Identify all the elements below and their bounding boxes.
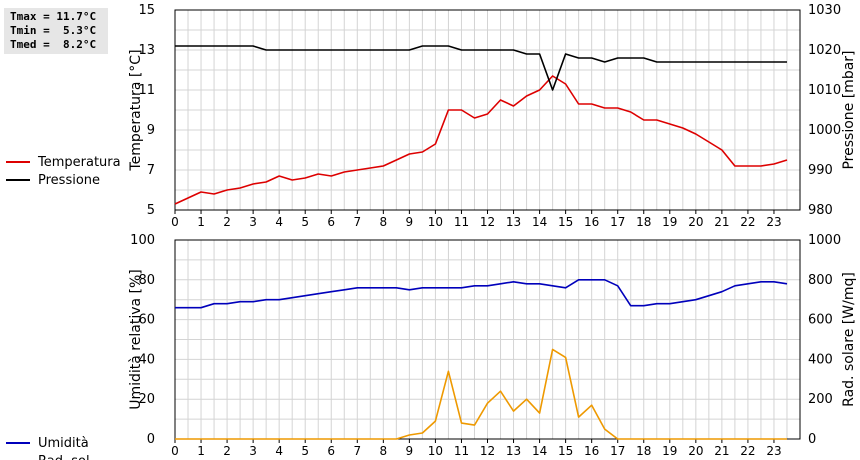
y-left-tick-label: 100	[130, 233, 155, 248]
y-left-tick-label: 80	[138, 273, 155, 288]
series-line-pressione	[175, 45, 787, 91]
series-line-umidit-	[175, 278, 788, 309]
stat-tmin: Tmin = 5.3°C	[10, 24, 97, 37]
y-left-tick-label: 11	[138, 83, 155, 98]
x-tick-label: 21	[714, 444, 729, 458]
y-left-axis-label: Temperatura [°C]	[128, 49, 144, 171]
y-right-tick-label: 0	[808, 432, 816, 447]
x-tick-label: 1	[197, 444, 205, 458]
x-tick-label: 3	[249, 215, 257, 229]
x-tick-label: 14	[532, 215, 547, 229]
y-left-tick-label: 60	[138, 313, 155, 328]
x-tick-label: 1	[197, 215, 205, 229]
x-tick-label: 7	[353, 444, 361, 458]
x-tick-label: 18	[636, 215, 651, 229]
y-left-tick-label: 13	[138, 43, 155, 58]
x-tick-label: 12	[480, 444, 495, 458]
y-right-tick-label: 200	[808, 392, 833, 407]
x-tick-label: 23	[766, 215, 781, 229]
legend-label: Temperatura	[37, 155, 121, 170]
x-tick-label: 16	[584, 444, 599, 458]
y-left-tick-label: 20	[138, 392, 155, 407]
x-tick-label: 10	[428, 215, 443, 229]
x-tick-label: 21	[714, 215, 729, 229]
y-right-tick-label: 1020	[808, 43, 841, 58]
x-tick-label: 5	[301, 215, 309, 229]
x-tick-label: 19	[662, 215, 677, 229]
x-tick-label: 11	[454, 215, 469, 229]
y-right-tick-label: 400	[808, 352, 833, 367]
y-left-tick-label: 7	[147, 163, 155, 178]
series-line-temperatura	[174, 75, 788, 205]
y-left-tick-label: 15	[138, 3, 155, 18]
stat-tmed: Tmed = 8.2°C	[10, 38, 97, 51]
x-tick-label: 2	[223, 215, 231, 229]
x-tick-label: 15	[558, 215, 573, 229]
x-tick-label: 6	[327, 215, 335, 229]
y-right-tick-label: 980	[808, 203, 833, 218]
chart-2: 0 1 2 3 4 5 6 7 8 9 10 11 12 13 14 15 16 17 18 19 20 21 22 2302…	[6, 233, 857, 460]
legend-label: Rad. sol.	[38, 454, 94, 460]
y-right-tick-label: 1030	[808, 3, 841, 18]
legend-label: Pressione	[38, 173, 100, 188]
x-tick-label: 3	[249, 444, 257, 458]
x-tick-label: 8	[380, 444, 388, 458]
y-left-tick-label: 40	[138, 352, 155, 367]
x-tick-label: 4	[275, 444, 283, 458]
legend-label: Umidità	[38, 436, 89, 451]
x-tick-label: 11	[454, 444, 469, 458]
y-left-tick-label: 5	[147, 203, 155, 218]
y-right-tick-label: 1000	[808, 123, 841, 138]
x-tick-label: 0	[171, 215, 179, 229]
x-tick-label: 12	[480, 215, 495, 229]
y-right-tick-label: 990	[808, 163, 833, 178]
y-right-tick-label: 1000	[808, 233, 841, 248]
stats-box: Tmax = 11.7°C Tmin = 5.3°C Tmed = 8.2°C	[4, 8, 108, 54]
x-tick-label: 10	[428, 444, 443, 458]
x-tick-label: 7	[353, 215, 361, 229]
x-tick-label: 2	[223, 444, 231, 458]
y-left-tick-label: 0	[147, 432, 155, 447]
y-right-tick-label: 1010	[808, 83, 841, 98]
chart-1: 0 1 2 3 4 5 6 7 8 9 10 11 12 13 14 15 16 17 18 19 20 21 22 2357…	[6, 3, 857, 229]
x-tick-label: 20	[688, 215, 703, 229]
x-tick-label: 19	[662, 444, 677, 458]
x-tick-label: 17	[610, 444, 625, 458]
y-right-tick-label: 600	[808, 313, 833, 328]
x-tick-label: 18	[636, 444, 651, 458]
y-right-axis-label: Pressione [mbar]	[841, 50, 857, 169]
series-line-rad-sol-	[175, 348, 787, 440]
x-tick-label: 4	[275, 215, 283, 229]
stat-tmax: Tmax = 11.7°C	[10, 10, 97, 23]
y-left-tick-label: 9	[147, 123, 155, 138]
x-tick-label: 15	[558, 444, 573, 458]
y-right-tick-label: 800	[808, 273, 833, 288]
x-tick-label: 16	[584, 215, 599, 229]
x-tick-label: 17	[610, 215, 625, 229]
x-tick-label: 22	[740, 215, 755, 229]
x-tick-label: 9	[406, 444, 414, 458]
x-tick-label: 0	[171, 444, 179, 458]
x-tick-label: 22	[740, 444, 755, 458]
x-tick-label: 13	[506, 444, 521, 458]
x-tick-label: 9	[406, 215, 414, 229]
x-tick-label: 5	[301, 444, 309, 458]
y-left-axis-label: Umidità relativa [%]	[128, 269, 144, 410]
y-right-axis-label: Rad. solare [W/mq]	[841, 272, 857, 407]
x-tick-label: 6	[327, 444, 335, 458]
x-tick-label: 14	[532, 444, 547, 458]
x-tick-label: 8	[380, 215, 388, 229]
x-tick-label: 23	[766, 444, 781, 458]
x-tick-label: 13	[506, 215, 521, 229]
x-tick-label: 20	[688, 444, 703, 458]
